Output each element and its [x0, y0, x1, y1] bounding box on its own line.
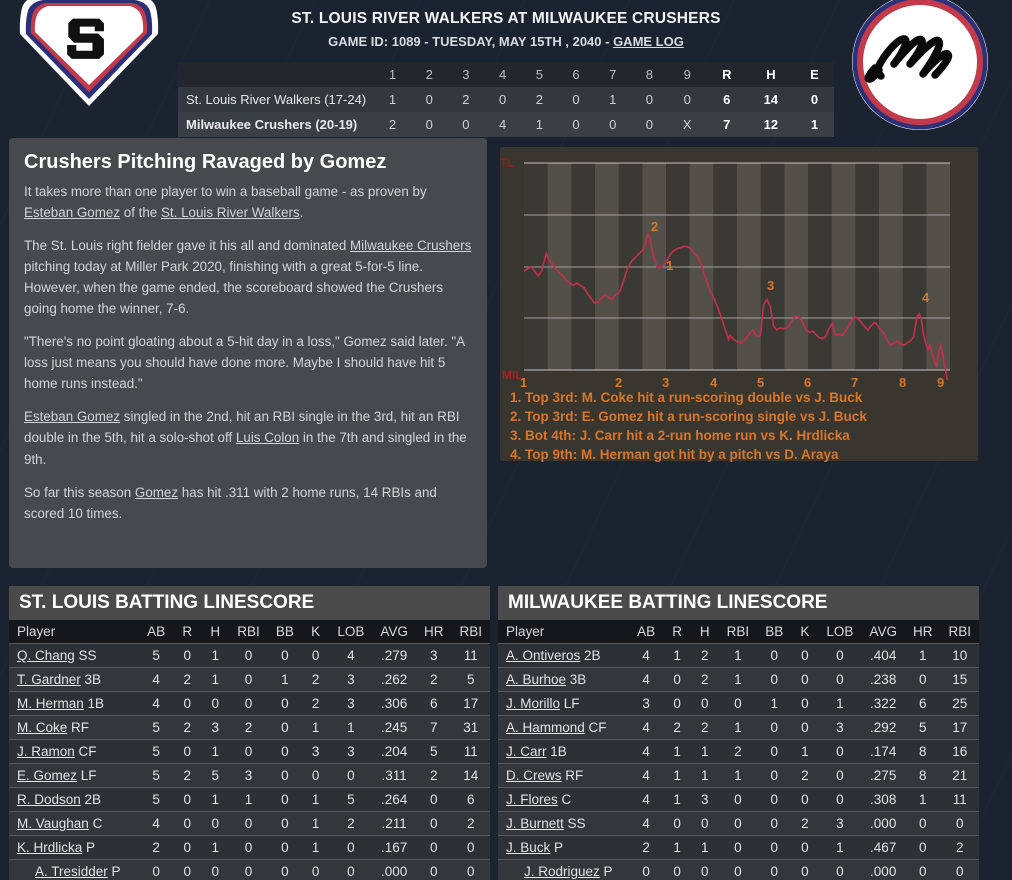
svg-text:STL: STL — [500, 156, 515, 170]
svg-text:8: 8 — [899, 375, 906, 390]
svg-text:4: 4 — [922, 290, 930, 305]
svg-text:3: 3 — [767, 278, 774, 293]
svg-text:1: 1 — [666, 258, 673, 273]
svg-text:2: 2 — [651, 219, 658, 234]
svg-text:9: 9 — [937, 375, 944, 390]
